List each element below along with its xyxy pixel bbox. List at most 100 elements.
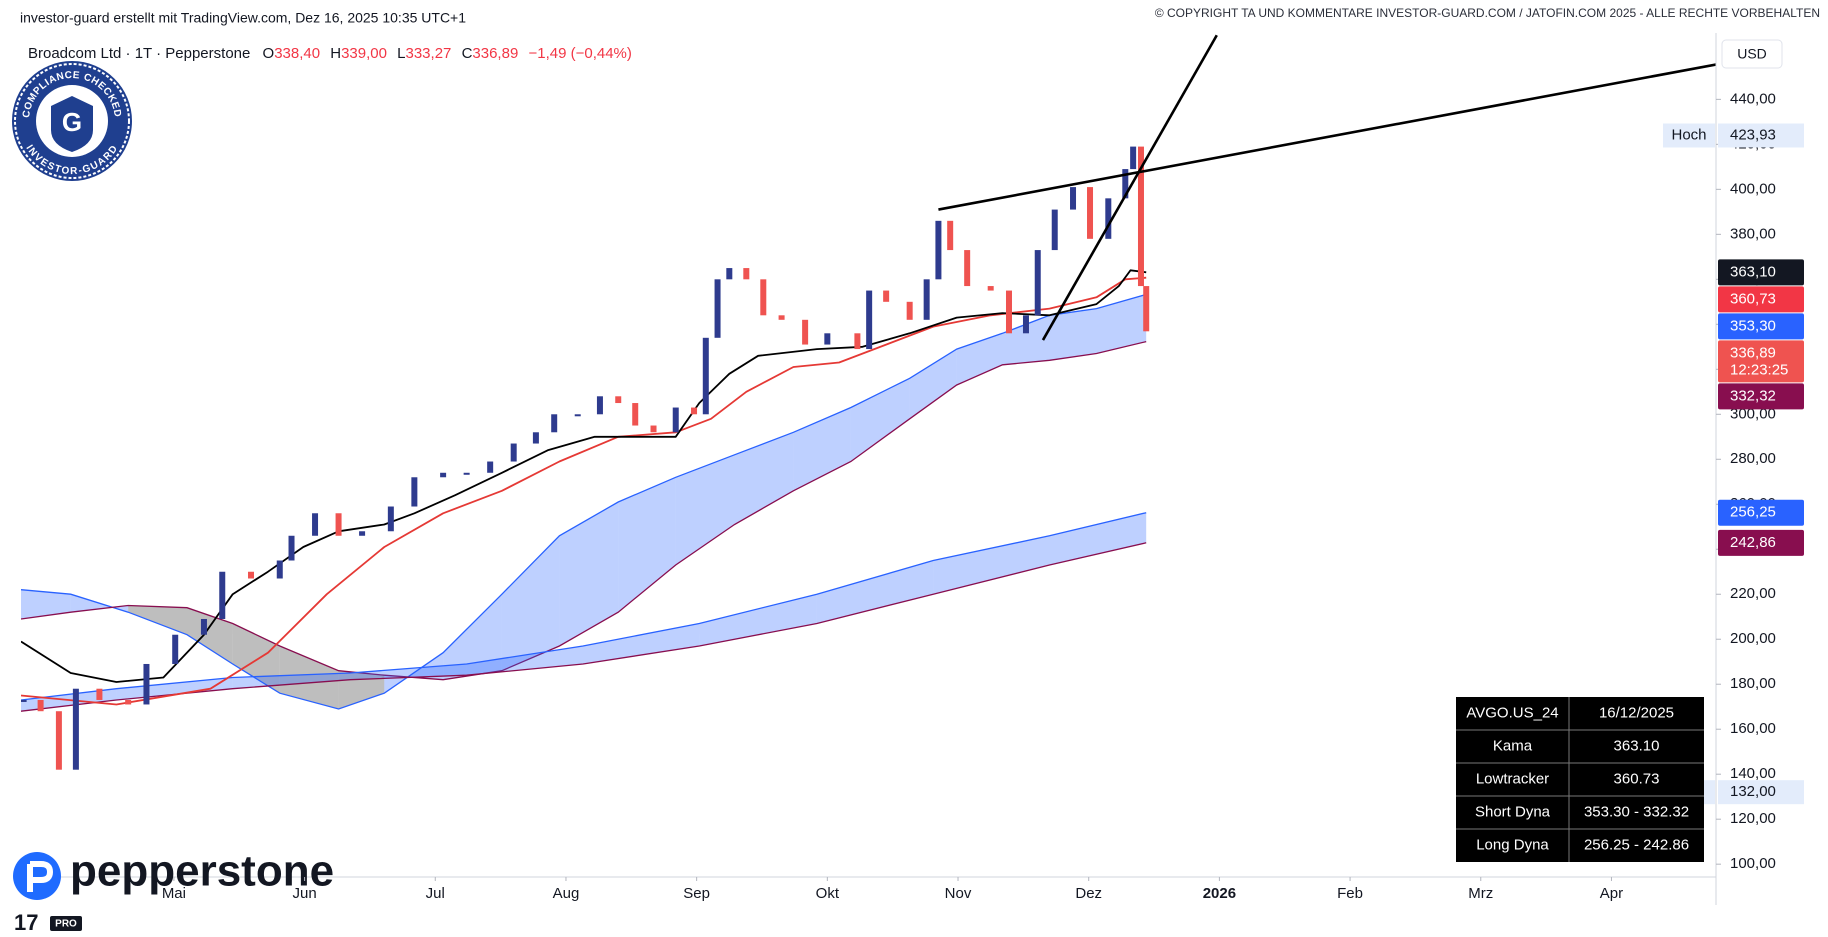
band-fill	[675, 454, 735, 565]
badge-letter: G	[62, 107, 82, 137]
candle	[1105, 198, 1112, 239]
price-tag	[1718, 340, 1804, 383]
band-fill	[559, 502, 619, 646]
legend-symbol: Broadcom Ltd · 1T · Pepperstone	[28, 45, 250, 62]
ohlc-key: H	[330, 45, 341, 62]
candle	[726, 268, 733, 280]
x-tick-label: Jun	[292, 885, 316, 902]
candle	[21, 699, 27, 702]
candle	[1122, 169, 1129, 199]
candle	[1051, 209, 1058, 251]
candle	[532, 432, 539, 444]
candle	[359, 531, 366, 536]
x-tick-label: Nov	[945, 885, 972, 902]
candle	[632, 403, 639, 426]
candle	[702, 337, 709, 415]
price-tag-label: 242,86	[1730, 534, 1776, 551]
x-tick-label: Apr	[1600, 885, 1623, 902]
price-tag-label: 363,10	[1730, 263, 1776, 280]
ohlc-value: 339,00	[341, 45, 387, 62]
y-tick-label: 280,00	[1730, 450, 1776, 467]
price-tag	[1718, 499, 1804, 526]
candle	[143, 663, 150, 705]
band-fill	[279, 646, 339, 709]
y-tick-label: 140,00	[1730, 765, 1776, 782]
x-tick-label: Mrz	[1468, 885, 1493, 902]
price-tag-label: 353,30	[1730, 317, 1776, 334]
broker-icon-p	[27, 861, 54, 892]
info-table	[1456, 697, 1704, 862]
candle	[96, 688, 103, 700]
band-fill	[699, 594, 817, 646]
x-tick-label: Mai	[162, 885, 186, 902]
badge-ring	[14, 63, 130, 179]
y-tick-label: 120,00	[1730, 810, 1776, 827]
y-tick-label: 400,00	[1730, 180, 1776, 197]
extreme-title: Hoch	[1671, 126, 1706, 143]
candle	[743, 268, 750, 280]
candle	[312, 513, 319, 536]
candle	[37, 699, 44, 712]
table-cell: 363.10	[1614, 737, 1660, 754]
band-upper	[21, 512, 1147, 701]
y-tick-label: 380,00	[1730, 225, 1776, 242]
extreme-label: 423,93	[1730, 126, 1776, 143]
band-fill	[1096, 294, 1147, 354]
candle	[672, 407, 679, 433]
extreme-title-box	[1663, 123, 1715, 148]
candle	[219, 571, 226, 619]
x-tick-label: Jul	[426, 885, 445, 902]
ohlc-key: L	[397, 45, 405, 62]
price-tag-label: 360,73	[1730, 290, 1776, 307]
x-tick-label: Feb	[1337, 885, 1363, 902]
price-tag-label: 256,25	[1730, 504, 1776, 521]
tv-logo: 17	[14, 910, 38, 935]
candle	[802, 319, 809, 345]
candle	[288, 535, 295, 561]
x-tick-label: 2026	[1203, 885, 1236, 902]
price-tag	[1718, 313, 1804, 340]
candle	[854, 333, 861, 350]
x-tick-label: Okt	[816, 885, 840, 902]
candle	[440, 472, 447, 478]
y-tick-label: 200,00	[1730, 630, 1776, 647]
x-tick-label: Sep	[683, 885, 710, 902]
band-fill	[128, 605, 187, 635]
price-tag	[1718, 286, 1804, 313]
band-lower	[21, 542, 1147, 712]
currency: USD	[1737, 46, 1767, 62]
candle	[947, 220, 954, 251]
candle	[510, 443, 517, 462]
candle	[1034, 250, 1041, 316]
candle	[463, 472, 470, 475]
band-fill	[501, 535, 560, 671]
band-fill	[21, 589, 71, 619]
ohlc-value: 338,40	[274, 45, 320, 62]
candle	[1070, 187, 1077, 210]
candle	[714, 279, 721, 338]
candle	[650, 425, 657, 433]
table-cell: Short Dyna	[1475, 803, 1551, 820]
price-tag-label: 332,32	[1730, 387, 1776, 404]
candle	[1137, 146, 1144, 287]
ohlc-value: 336,89	[472, 45, 518, 62]
band-fill	[734, 432, 794, 525]
y-tick-label: 160,00	[1730, 720, 1776, 737]
tv-tier: PRO	[55, 919, 77, 930]
candle	[172, 634, 179, 664]
candle	[691, 407, 698, 415]
ohlc-key: O	[263, 45, 275, 62]
x-tick-label: Aug	[553, 885, 580, 902]
band-fill	[909, 349, 957, 419]
badge-shield	[51, 96, 93, 152]
extreme-tag	[1718, 123, 1804, 148]
candle	[923, 279, 930, 320]
extreme-tag	[1718, 780, 1804, 805]
band-fill	[618, 477, 676, 613]
candle	[125, 699, 132, 705]
price-tag-time: 12:23:25	[1730, 361, 1788, 378]
y-tick-label: 100,00	[1730, 855, 1776, 872]
candle	[1143, 286, 1150, 332]
candle	[411, 477, 418, 507]
